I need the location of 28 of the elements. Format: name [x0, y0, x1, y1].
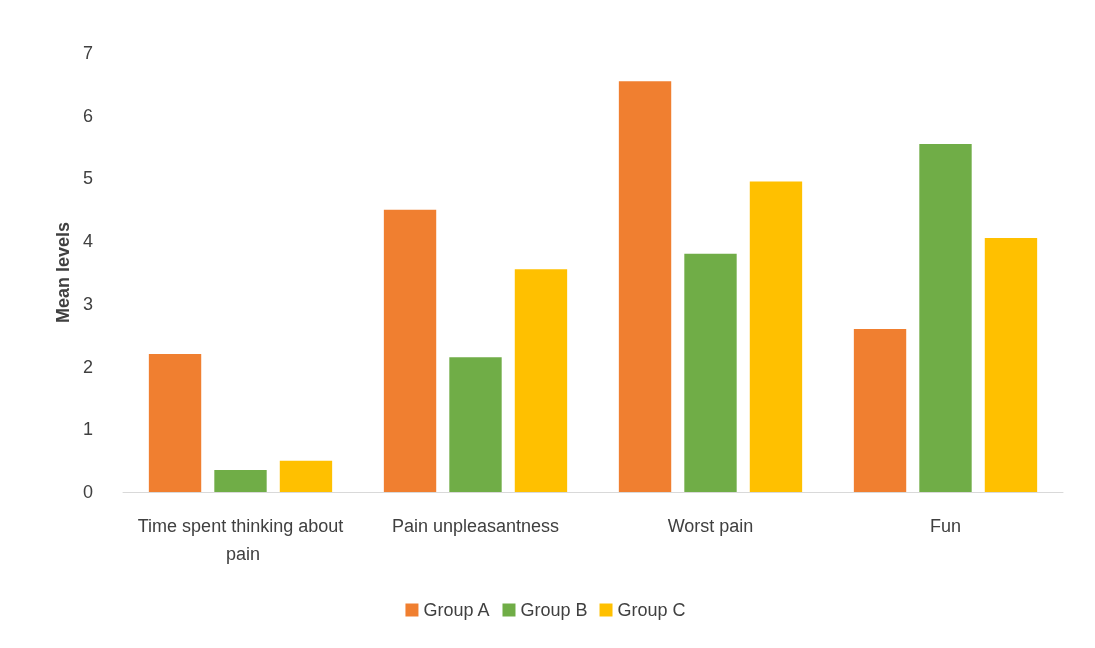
bar: [919, 143, 972, 492]
bar: [279, 460, 333, 492]
bar: [984, 238, 1038, 492]
x-tick-label: Time spent thinking about pain: [137, 516, 344, 564]
bar: [618, 81, 672, 492]
x-tick-label: Worst pain: [667, 516, 754, 536]
bar: [853, 328, 907, 492]
y-tick-label: 7: [82, 43, 93, 63]
y-tick-label: 0: [82, 482, 93, 502]
legend-label: Group B: [520, 600, 588, 620]
x-tick-label: Pain unpleasantness: [391, 516, 560, 536]
y-tick-label: 6: [82, 105, 93, 126]
x-tick-label: Fun: [929, 516, 962, 536]
bar: [383, 209, 437, 492]
y-tick-label: 4: [82, 231, 93, 252]
bar: [214, 470, 267, 492]
legend-label: Group A: [423, 600, 490, 620]
bar: [684, 253, 737, 492]
legend-label: Group C: [617, 600, 686, 620]
y-tick-label: 2: [82, 356, 93, 377]
y-tick-label: 3: [82, 293, 93, 314]
y-tick-label: 1: [82, 419, 93, 440]
bar: [449, 357, 502, 492]
bar: [514, 269, 568, 492]
bar: [749, 181, 803, 492]
bar: [148, 354, 202, 492]
y-axis-title: Mean levels: [53, 221, 74, 324]
y-tick-label: 5: [82, 168, 93, 189]
